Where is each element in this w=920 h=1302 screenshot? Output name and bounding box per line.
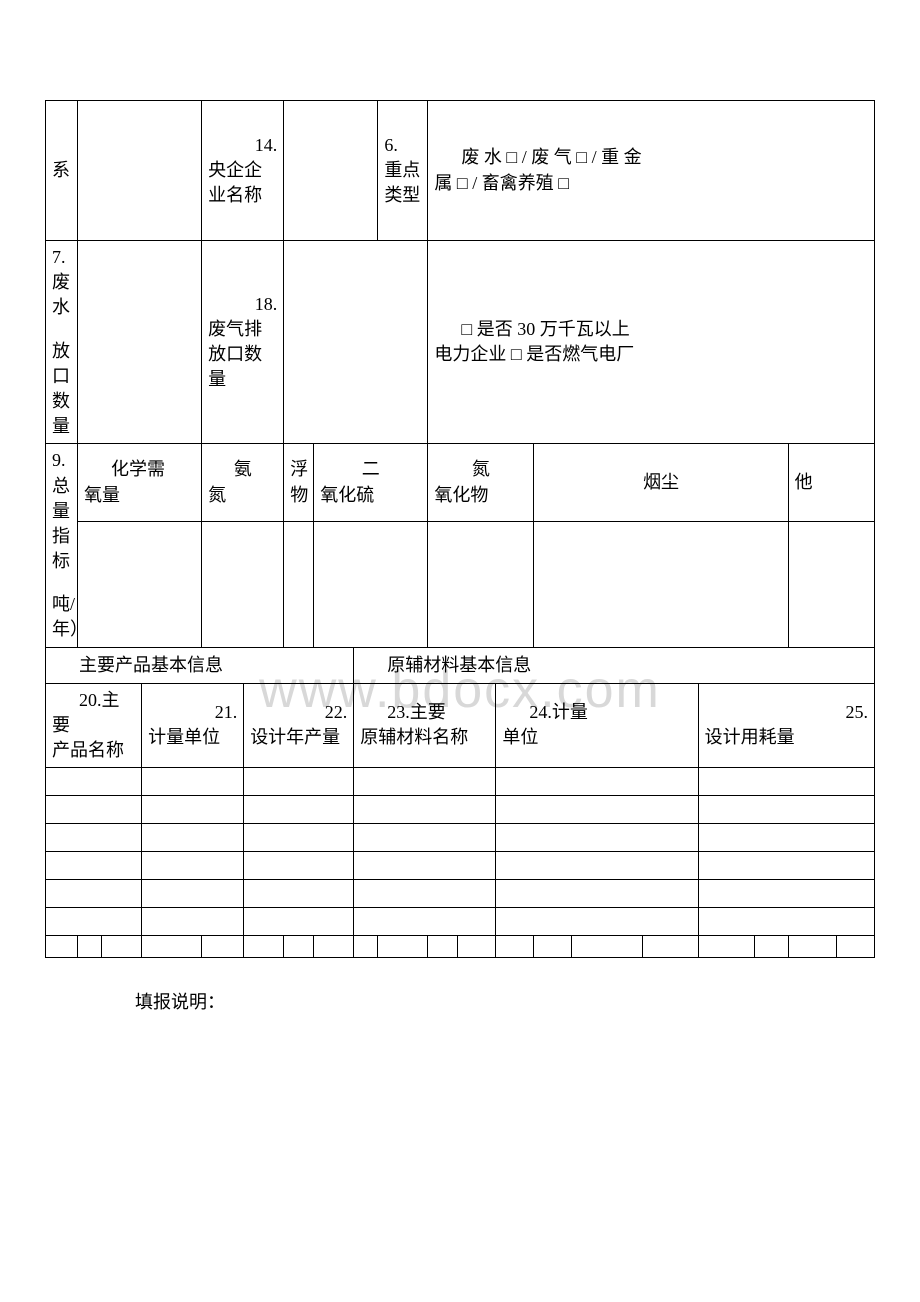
cell-xi: 系 <box>46 101 78 241</box>
row-column-headers: 20.主要 产品名称 21. 计量单位 22. 设计年产量 23.主要 原辅材料… <box>46 683 875 768</box>
data-row <box>46 908 875 936</box>
cell-blank <box>78 241 202 444</box>
cell-material-section: 原辅材料基本信息 <box>354 647 875 683</box>
cell-9-label: 9. 总量指标 吨/年） <box>46 444 78 647</box>
cell-col-23: 23.主要 原辅材料名称 <box>354 683 496 768</box>
row-quota-pollutants: 9. 总量指标 吨/年） 化学需 氧量 氨 氮 浮 物 二 氧化硫 氮 氧化物 … <box>46 444 875 522</box>
cell-blank <box>314 522 428 648</box>
cell-other: 他 <box>788 444 874 522</box>
cell-float: 浮 物 <box>284 444 314 522</box>
data-row <box>46 796 875 824</box>
cell-cod: 化学需 氧量 <box>78 444 202 522</box>
cell-blank <box>284 101 378 241</box>
row-quota-values <box>46 522 875 648</box>
row-section-headers: 主要产品基本信息 原辅材料基本信息 <box>46 647 875 683</box>
row-section-14-6: 系 14. 央企企业名称 6. 重点类型 废 水 □ / 废 气 □ / 重 金… <box>46 101 875 241</box>
cell-smoke: 烟尘 <box>534 444 788 522</box>
cell-18-label: 18. 废气排放口数量 <box>202 241 284 444</box>
cell-col-20: 20.主要 产品名称 <box>46 683 142 768</box>
data-row <box>46 768 875 796</box>
cell-key-type-options: 废 水 □ / 废 气 □ / 重 金 属 □ / 畜禽养殖 □ <box>428 101 875 241</box>
cell-blank <box>534 522 788 648</box>
cell-blank <box>788 522 874 648</box>
cell-blank <box>78 522 202 648</box>
cell-14-label: 14. 央企企业名称 <box>202 101 284 241</box>
data-row <box>46 852 875 880</box>
cell-power-plant-options: □ 是否 30 万千瓦以上 电力企业 □ 是否燃气电厂 <box>428 241 875 444</box>
data-row <box>46 824 875 852</box>
cell-blank <box>284 241 428 444</box>
cell-col-22: 22. 设计年产量 <box>244 683 354 768</box>
data-row <box>46 880 875 908</box>
cell-ammonia: 氨 氮 <box>202 444 284 522</box>
cell-product-section: 主要产品基本信息 <box>46 647 354 683</box>
cell-nox: 氮 氧化物 <box>428 444 534 522</box>
cell-blank <box>78 101 202 241</box>
cell-6-label: 6. 重点类型 <box>378 101 428 241</box>
cell-so2: 二 氧化硫 <box>314 444 428 522</box>
data-row-split <box>46 936 875 958</box>
filling-note-label: 填报说明： <box>45 958 875 1014</box>
cell-blank <box>284 522 314 648</box>
cell-blank <box>202 522 284 648</box>
cell-7-label: 7. 废水 放口数量 <box>46 241 78 444</box>
form-table: 系 14. 央企企业名称 6. 重点类型 废 水 □ / 废 气 □ / 重 金… <box>45 100 875 958</box>
row-section-7-18: 7. 废水 放口数量 18. 废气排放口数量 □ 是否 30 万千瓦以上 电力企… <box>46 241 875 444</box>
cell-blank <box>428 522 534 648</box>
cell-col-21: 21. 计量单位 <box>142 683 244 768</box>
cell-col-24: 24.计量 单位 <box>496 683 698 768</box>
cell-col-25: 25. 设计用耗量 <box>698 683 874 768</box>
